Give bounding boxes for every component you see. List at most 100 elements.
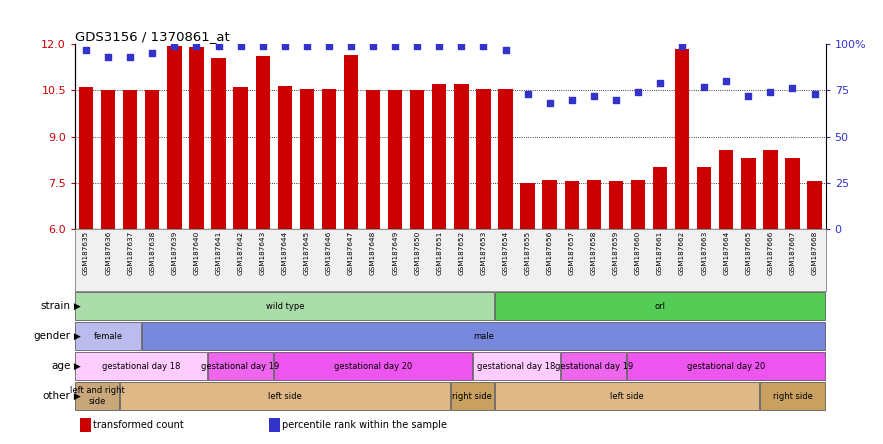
Bar [145, 90, 160, 229]
Bar [268, 418, 280, 432]
Text: transformed count: transformed count [93, 420, 184, 430]
Bar [343, 55, 358, 229]
Text: GSM187664: GSM187664 [723, 231, 729, 275]
Point [521, 91, 535, 98]
Text: gestational day 19: gestational day 19 [201, 361, 280, 370]
Text: GSM187658: GSM187658 [591, 231, 597, 275]
Point [786, 85, 800, 92]
Bar [675, 49, 690, 229]
Point [344, 42, 358, 49]
Point [277, 42, 291, 49]
Text: ▶: ▶ [71, 332, 80, 341]
Text: GSM187662: GSM187662 [679, 231, 685, 275]
Bar [627, 352, 826, 380]
Bar [494, 292, 826, 320]
Text: GSM187665: GSM187665 [745, 231, 751, 275]
Text: GSM187657: GSM187657 [569, 231, 575, 275]
Point [190, 42, 204, 49]
Bar [277, 86, 292, 229]
Bar [321, 89, 336, 229]
Text: GSM187663: GSM187663 [701, 231, 707, 275]
Bar [76, 322, 141, 350]
Bar [520, 183, 535, 229]
Text: GSM187668: GSM187668 [811, 231, 818, 275]
Text: female: female [94, 332, 123, 341]
Point [300, 42, 314, 49]
Bar [299, 89, 314, 229]
Point [808, 91, 822, 98]
Point [233, 42, 247, 49]
Bar [608, 181, 623, 229]
Bar [759, 382, 826, 410]
Text: gestational day 20: gestational day 20 [687, 361, 766, 370]
Bar [76, 382, 118, 410]
Bar [101, 90, 116, 229]
Text: GSM187644: GSM187644 [282, 231, 288, 275]
Point [168, 42, 182, 49]
Text: GSM187640: GSM187640 [193, 231, 200, 275]
Point [542, 99, 557, 107]
Text: GSM187642: GSM187642 [238, 231, 244, 275]
Bar [211, 58, 226, 229]
Text: GSM187648: GSM187648 [370, 231, 376, 275]
Bar [562, 352, 627, 380]
Text: other: other [42, 391, 71, 401]
Bar [432, 84, 447, 229]
Point [586, 92, 600, 99]
Point [411, 42, 425, 49]
Text: GSM187656: GSM187656 [547, 231, 553, 275]
Text: GSM187649: GSM187649 [392, 231, 398, 275]
Bar [410, 90, 425, 229]
Point [698, 83, 712, 90]
Bar [630, 180, 645, 229]
Bar [785, 158, 800, 229]
Bar [454, 84, 469, 229]
Point [565, 96, 579, 103]
Bar [741, 158, 756, 229]
Bar [498, 89, 513, 229]
Text: ▶: ▶ [71, 361, 80, 370]
Point [763, 88, 777, 95]
Bar [494, 382, 759, 410]
Point [79, 46, 94, 53]
Text: GSM187635: GSM187635 [83, 231, 89, 275]
Point [322, 42, 336, 49]
Point [719, 77, 733, 84]
Text: male: male [473, 332, 494, 341]
Bar [274, 352, 472, 380]
Bar [233, 87, 248, 229]
Bar [79, 87, 94, 229]
Point [124, 53, 138, 60]
Text: orl: orl [654, 301, 666, 310]
Point [102, 53, 116, 60]
Text: GSM187643: GSM187643 [260, 231, 266, 275]
Point [433, 42, 447, 49]
Bar [586, 180, 601, 229]
Text: GSM187659: GSM187659 [613, 231, 619, 275]
Point [212, 42, 226, 49]
Bar [189, 47, 204, 229]
Text: GDS3156 / 1370861_at: GDS3156 / 1370861_at [75, 30, 230, 43]
Text: gender: gender [34, 331, 71, 341]
Bar [473, 352, 561, 380]
Text: gestational day 19: gestational day 19 [555, 361, 633, 370]
Point [477, 42, 491, 49]
Text: GSM187650: GSM187650 [414, 231, 420, 275]
Text: left and right
side: left and right side [70, 386, 125, 406]
Point [609, 96, 623, 103]
Point [653, 79, 668, 87]
Bar [719, 151, 734, 229]
Text: GSM187647: GSM187647 [348, 231, 354, 275]
Text: GSM187652: GSM187652 [458, 231, 464, 275]
Point [742, 92, 756, 99]
Text: left side: left side [268, 392, 302, 400]
Point [145, 50, 160, 57]
Text: ▶: ▶ [71, 301, 80, 310]
Text: GSM187667: GSM187667 [789, 231, 796, 275]
Text: right side: right side [452, 392, 493, 400]
Text: percentile rank within the sample: percentile rank within the sample [283, 420, 447, 430]
Text: GSM187666: GSM187666 [767, 231, 774, 275]
Text: GSM187655: GSM187655 [525, 231, 531, 275]
Text: strain: strain [41, 301, 71, 311]
Text: gestational day 20: gestational day 20 [334, 361, 412, 370]
